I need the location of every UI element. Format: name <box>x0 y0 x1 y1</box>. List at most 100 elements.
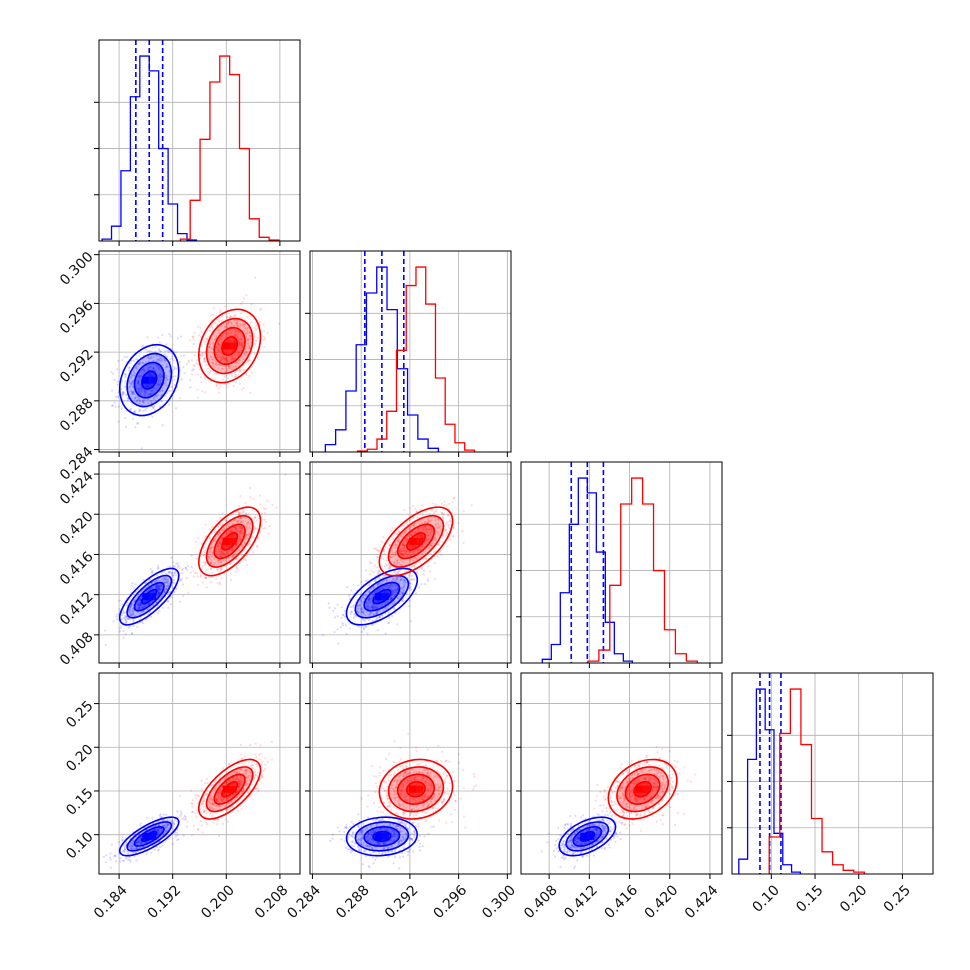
sample-point <box>380 587 383 590</box>
sample-point <box>145 406 148 410</box>
sample-point <box>410 534 413 537</box>
sample-point <box>140 403 144 407</box>
sample-point <box>158 341 161 344</box>
sample-point <box>237 351 240 354</box>
sample-point <box>215 345 218 348</box>
sample-point <box>158 610 161 613</box>
sample-point <box>399 578 403 581</box>
sample-point <box>263 518 266 521</box>
sample-point <box>368 614 371 617</box>
sample-point <box>417 528 420 531</box>
sample-point <box>167 351 170 354</box>
sample-point <box>405 529 408 532</box>
sample-point <box>151 587 154 590</box>
y-tick-label: 0.288 <box>57 395 97 435</box>
sample-point <box>151 415 154 418</box>
sample-point <box>268 525 271 528</box>
sample-point <box>211 545 214 549</box>
sample-point <box>228 531 231 534</box>
sample-point <box>404 549 408 552</box>
sample-point <box>231 530 234 533</box>
sample-point <box>158 579 161 583</box>
sample-point <box>166 365 169 368</box>
sample-point <box>396 532 399 535</box>
sample-point <box>254 276 257 279</box>
sample-point <box>210 571 213 575</box>
sample-point <box>166 355 169 358</box>
sample-point <box>240 344 243 347</box>
sample-point <box>373 590 376 593</box>
sample-point <box>241 345 244 348</box>
sample-point <box>204 339 207 342</box>
sample-point <box>199 572 202 575</box>
sample-point <box>201 390 204 393</box>
sample-point <box>356 609 359 612</box>
sample-point <box>249 353 253 356</box>
sample-point <box>121 390 124 393</box>
sample-point <box>248 532 251 536</box>
sample-point <box>161 333 164 336</box>
sample-point <box>157 591 160 594</box>
sample-point <box>124 416 127 420</box>
sample-point <box>156 585 159 588</box>
sample-point <box>181 583 185 586</box>
sample-point <box>238 319 241 322</box>
sample-point <box>113 855 116 858</box>
sample-point <box>216 545 219 549</box>
sample-point <box>419 508 422 511</box>
contour-red <box>198 308 262 384</box>
sample-point <box>172 564 175 568</box>
sample-point <box>138 399 142 402</box>
sample-point <box>363 612 366 616</box>
sample-point <box>160 578 164 581</box>
sample-point <box>378 570 381 573</box>
sample-point <box>364 625 367 628</box>
sample-point <box>135 357 138 360</box>
sample-point <box>379 588 382 591</box>
sample-point <box>416 549 420 552</box>
sample-point <box>389 592 392 595</box>
sample-point <box>241 347 244 350</box>
sample-point <box>239 538 242 541</box>
sample-point <box>242 358 245 361</box>
sample-point <box>137 603 141 607</box>
sample-point <box>437 522 440 525</box>
sample-point <box>369 569 373 572</box>
sample-point <box>244 537 247 540</box>
sample-point <box>235 322 238 325</box>
sample-point <box>216 329 219 332</box>
sample-point <box>125 617 128 620</box>
sample-point <box>228 523 231 526</box>
sample-point <box>412 558 416 561</box>
sample-point <box>248 344 251 347</box>
sample-point <box>206 337 209 340</box>
sample-point <box>192 363 195 367</box>
sample-point <box>336 615 339 618</box>
sample-point <box>235 365 238 368</box>
sample-point <box>178 360 182 364</box>
sample-point <box>370 586 373 590</box>
sample-point <box>406 555 409 558</box>
sample-point <box>150 587 153 590</box>
sample-point <box>151 366 155 370</box>
sample-point <box>220 539 223 542</box>
sample-point <box>157 358 160 361</box>
sample-point <box>137 390 140 394</box>
sample-point <box>367 599 370 602</box>
sample-point <box>402 548 405 551</box>
sample-point <box>248 346 251 349</box>
sample-point <box>391 601 395 604</box>
sample-point <box>152 366 156 369</box>
sample-point <box>221 355 224 358</box>
sample-point <box>234 380 237 383</box>
sample-point <box>226 321 229 324</box>
density-peak-red <box>229 537 237 545</box>
sample-point <box>388 585 391 588</box>
sample-point <box>387 567 390 570</box>
sample-point <box>150 586 153 589</box>
sample-point <box>166 580 169 583</box>
sample-point <box>137 379 140 382</box>
sample-point <box>205 576 208 580</box>
sample-point <box>243 323 247 326</box>
sample-point <box>246 528 249 531</box>
